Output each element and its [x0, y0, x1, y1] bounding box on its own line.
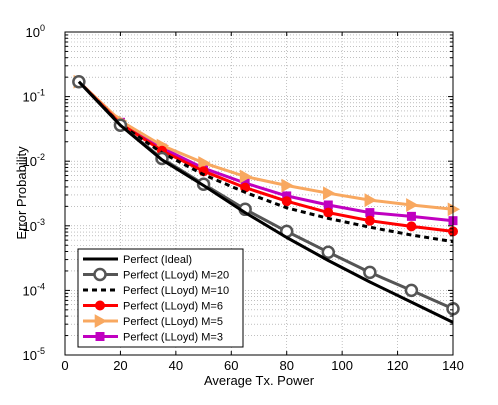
legend-label: Perfect (Ideal) [123, 254, 192, 266]
legend-box [77, 248, 244, 348]
legend-label: Perfect (LLoyd) M=10 [123, 285, 229, 297]
marker-triangle [94, 314, 108, 328]
marker-circle-open [93, 267, 107, 282]
marker-triangle [239, 169, 253, 184]
marker-square [95, 332, 105, 341]
legend-entry-1: Perfect (Ideal) [83, 254, 192, 266]
x-tick-label: 80 [279, 358, 293, 373]
series-line [77, 80, 454, 223]
marker-circle-filled [95, 300, 105, 311]
marker-circle-filled [281, 196, 292, 207]
marker-circle-open [321, 245, 336, 259]
series-3 [77, 80, 454, 244]
y-tick-label: 10-4 [23, 281, 45, 298]
marker-triangle [406, 198, 419, 212]
legend: Perfect (Ideal) Perfect (LLoyd) M=20 Perfe… [77, 248, 244, 348]
marker-circle-open [404, 283, 419, 298]
series-line [77, 80, 454, 244]
marker-triangle [198, 156, 211, 170]
legend-entry-2: Perfect (LLoyd) M=20 [83, 267, 229, 282]
y-tick-label: 10-2 [23, 152, 45, 169]
marker-circle-filled [406, 221, 417, 232]
legend-entry-4: Perfect (LLoyd) M=6 [83, 300, 223, 313]
x-tick-label: 100 [331, 358, 353, 373]
series-5 [73, 74, 461, 217]
x-tick-label: 140 [442, 358, 464, 373]
y-tick-label: 100 [26, 23, 45, 40]
legend-entry-5: Perfect (LLoyd) M=5 [83, 314, 223, 328]
series-line [77, 80, 454, 324]
legend-entry-6: Perfect (LLoyd) M=3 [83, 332, 223, 344]
plot-frame [64, 31, 454, 356]
y-tick-label: 10-5 [23, 346, 45, 363]
marker-square [365, 208, 375, 218]
x-tick-label: 20 [113, 358, 127, 373]
axes: 0 20 40 60 80 100 120 140 10-5 10-4 10-3 10-2 10-1 10… [23, 23, 464, 373]
marker-square [406, 211, 416, 221]
legend-label: Perfect (LLoyd) M=5 [123, 316, 223, 328]
x-tick-label: 40 [169, 358, 183, 373]
y-axis-label: Error Probability [14, 146, 29, 240]
y-tick-label: 10-1 [23, 88, 45, 105]
marker-circle-filled [323, 207, 334, 218]
y-tick-label: 10-3 [23, 217, 45, 234]
marker-triangle [364, 193, 377, 207]
legend-label: Perfect (LLoyd) M=20 [123, 270, 229, 282]
marker-triangle [281, 178, 294, 193]
legend-label: Perfect (LLoyd) M=3 [123, 332, 223, 344]
marker-triangle [322, 186, 336, 201]
x-tick-label: 120 [387, 358, 409, 373]
series-lines [72, 74, 461, 324]
marker-circle-filled [364, 215, 375, 226]
series-line [77, 80, 454, 211]
series-1 [77, 80, 454, 324]
legend-label: Perfect (LLoyd) M=6 [123, 301, 223, 313]
x-axis-label: Average Tx. Power [204, 373, 315, 388]
x-tick-label: 60 [224, 358, 238, 373]
legend-entry-3: Perfect (LLoyd) M=10 [83, 285, 229, 297]
marker-circle-open [363, 265, 377, 280]
x-tick-label: 0 [61, 358, 68, 373]
